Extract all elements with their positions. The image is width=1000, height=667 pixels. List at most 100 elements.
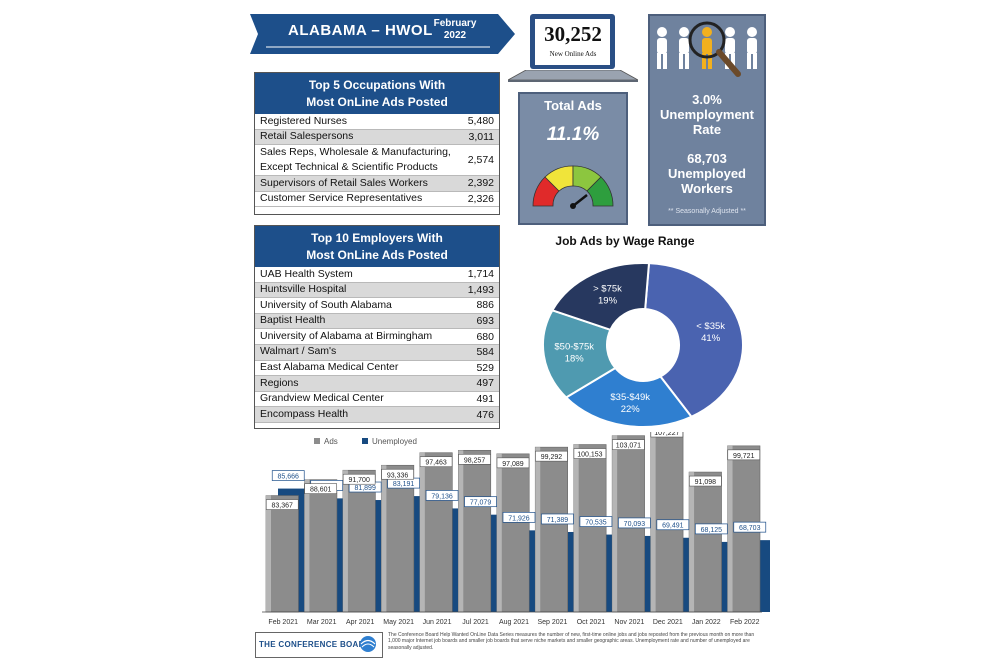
unemployed-label-box (271, 470, 305, 481)
x-tick-label: Feb 2022 (730, 619, 760, 626)
bar-ads-highlight (342, 470, 348, 612)
donut-category-label: $35-$49k (610, 392, 650, 403)
bar-ads-highlight (419, 452, 425, 612)
employer-name: UAB Health System (260, 267, 353, 280)
occupation-name: Sales Reps, Wholesale & Manufacturing, Ex… (260, 145, 451, 176)
unemployed-workers-value: 68,703 (687, 151, 727, 166)
donut-slice (542, 309, 617, 399)
ads-label-box (612, 439, 645, 450)
employer-row: University of South Alabama 886 (255, 298, 499, 314)
bar-ads-highlight (535, 447, 541, 612)
bar-ads (573, 444, 607, 613)
ads-label-box (419, 456, 453, 468)
ads-label-box (458, 453, 491, 465)
bar-ads (688, 471, 722, 613)
occupation-value: 2,574 (467, 154, 494, 166)
top-employers-rows: UAB Health System 1,714 Huntsville Hospita… (255, 267, 499, 423)
unemployed-label-box (541, 513, 574, 525)
x-tick-label: Nov 2021 (614, 619, 644, 626)
bar-ads (342, 469, 376, 613)
banner-year: 2022 (443, 30, 467, 41)
ads-data-label: 93,336 (387, 472, 409, 479)
top-employers-title-line-2: Most OnLine Ads Posted (306, 248, 448, 262)
occupation-row: Sales Reps, Wholesale & Manufacturing, Ex… (255, 145, 499, 176)
ads-label-box (689, 475, 722, 487)
bar-ads-highlight (689, 472, 695, 612)
unemployed-data-label: 71,389 (547, 517, 569, 524)
employer-row: Huntsville Hospital 1,493 (255, 282, 499, 299)
ads-data-label: 91,098 (695, 479, 717, 486)
unemployed-data-label: 71,926 (508, 515, 530, 522)
employer-name: Huntsville Hospital (260, 283, 347, 296)
unemployed-data-label: 70,535 (585, 520, 607, 527)
unemployed-data-label: 85,666 (278, 474, 300, 481)
employer-row: Regions 497 (255, 376, 499, 392)
x-tick-label: Feb 2021 (268, 619, 298, 626)
employer-row: Baptist Health 693 (255, 313, 499, 330)
bar-ads-highlight (496, 453, 502, 612)
unemployed-data-label: 68,703 (739, 525, 761, 532)
donut-percent-label: 19% (598, 295, 618, 306)
unemployed-workers-block: 68,703 Unemployed Workers (648, 151, 766, 196)
x-tick-label: Jan 2022 (692, 619, 721, 626)
ads-label-box (265, 499, 299, 510)
x-tick-label: Dec 2021 (653, 619, 683, 626)
top-occupations-title: Top 5 Occupations With Most OnLine Ads P… (255, 73, 499, 114)
banner-arrow (250, 14, 515, 54)
new-online-ads-label: New Online Ads (549, 50, 597, 58)
donut-hole (608, 310, 678, 380)
ads-data-label: 98,257 (464, 457, 486, 464)
x-tick-label: Apr 2021 (346, 619, 375, 626)
employer-name: University of Alabama at Birmingham (260, 329, 433, 342)
unemployed-data-label: 70,093 (624, 521, 646, 528)
occupation-value: 5,480 (467, 115, 494, 128)
x-tick-label: Jul 2021 (462, 619, 489, 626)
x-tick-label: May 2021 (383, 619, 414, 626)
ads-label-box (535, 450, 568, 462)
employer-value: 497 (476, 377, 494, 390)
unemployed-data-label: 77,079 (470, 500, 492, 507)
banner-month: February (433, 18, 477, 29)
bar-ads-highlight (650, 432, 656, 612)
laptop-base (508, 70, 638, 82)
occupation-row: Retail Salespersons 3,011 (255, 129, 499, 145)
employer-value: 693 (476, 315, 494, 328)
legend-label-unemployed: Unemployed (372, 437, 417, 446)
seasonally-adjusted-note: ** Seasonally Adjusted ** (668, 208, 746, 215)
bar-ads (419, 452, 453, 613)
conference-board-logo-text: THE CONFERENCE BOARD (259, 640, 371, 649)
occupation-name: Registered Nurses (260, 114, 347, 127)
ads-data-label: 83,367 (272, 503, 294, 510)
occupation-value: 2,326 (467, 192, 494, 205)
employer-row: University of Alabama at Birmingham 680 (255, 329, 499, 345)
employer-value: 476 (476, 408, 494, 421)
occupation-row: Registered Nurses 5,480 (255, 114, 499, 130)
bar-ads-highlight (304, 479, 310, 612)
bar-ads-highlight (573, 444, 579, 612)
unemployed-label-box (464, 496, 497, 508)
ads-data-label: 103,071 (616, 443, 641, 450)
ads-label-box (573, 448, 607, 459)
employer-name: Grandview Medical Center (260, 392, 384, 405)
unemployed-label-box (694, 523, 728, 535)
ads-label-box (381, 468, 414, 480)
employer-name: Encompass Health (260, 407, 349, 420)
bar-ads-highlight (727, 445, 733, 612)
ads-data-label: 97,463 (425, 460, 447, 467)
gauge-icon (532, 165, 614, 209)
occupation-name: Customer Service Representatives (260, 192, 423, 204)
unemployed-data-label: 83,191 (393, 481, 415, 488)
employer-name: Walmart / Sam's (260, 345, 337, 358)
ads-data-label: 88,601 (310, 487, 332, 494)
donut-slice (550, 262, 651, 331)
bar-ads-highlight (266, 495, 271, 612)
new-online-ads-value: 30,252 (544, 22, 602, 46)
ads-data-label: 99,292 (541, 454, 563, 461)
unemployed-label-box (618, 517, 651, 529)
bar-ads-highlight (612, 435, 618, 612)
x-tick-label: Mar 2021 (307, 619, 337, 626)
total-ads-title: Total Ads (544, 98, 602, 113)
bar-ads-highlight (458, 450, 464, 612)
x-tick-label: Jun 2021 (423, 619, 452, 626)
